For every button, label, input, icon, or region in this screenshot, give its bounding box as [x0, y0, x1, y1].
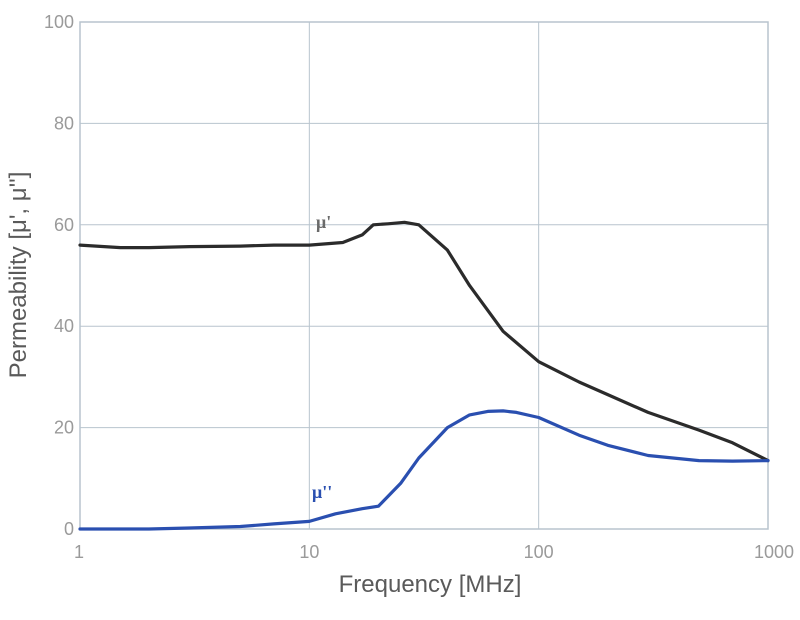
x-tick-label: 10: [299, 542, 319, 562]
x-tick-labels: 1 10 100 1000: [74, 542, 794, 562]
x-tick-label: 100: [524, 542, 554, 562]
plot-frame: [79, 21, 769, 530]
grid: [80, 22, 768, 529]
y-tick-label: 60: [54, 215, 74, 235]
y-tick-label: 0: [64, 519, 74, 539]
y-tick-label: 80: [54, 113, 74, 133]
y-tick-label: 40: [54, 316, 74, 336]
x-tick-label: 1: [74, 542, 84, 562]
series-group: [78, 220, 770, 531]
series-line-mu-double-prime: [78, 409, 770, 531]
x-tick-label: 1000: [754, 542, 794, 562]
y-tick-label: 20: [54, 418, 74, 438]
series-label-mu-prime: μ': [316, 212, 331, 232]
x-axis-title: Frequency [MHz]: [339, 571, 522, 598]
y-axis-title: Permeability [μ', μ'']: [5, 172, 32, 379]
y-tick-label: 100: [44, 12, 74, 32]
series-label-mu-double-prime: μ'': [312, 482, 332, 502]
y-tick-labels: 0 20 40 60 80 100: [44, 12, 74, 539]
series-line-mu-prime: [78, 220, 770, 463]
